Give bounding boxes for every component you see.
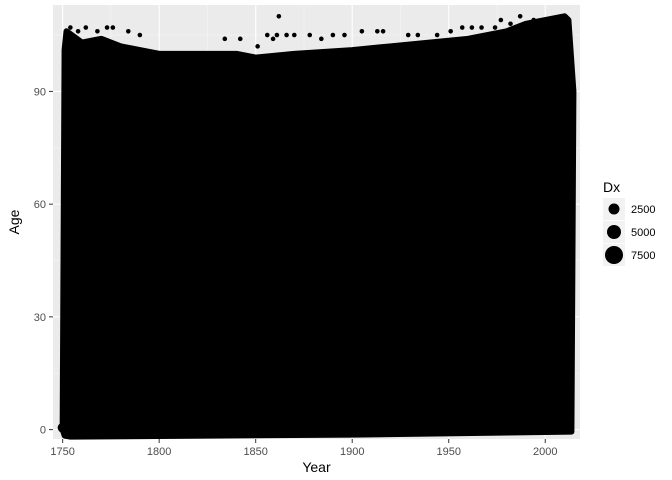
data-point: [330, 32, 336, 38]
data-point: [342, 32, 347, 38]
y-tick-label: 60: [34, 199, 46, 211]
data-point: [307, 32, 313, 38]
legend-label: 2500: [631, 204, 655, 216]
data-point: [104, 25, 110, 30]
data-marks: [57, 13, 577, 440]
y-tick-label: 90: [34, 86, 46, 98]
data-point: [380, 29, 386, 34]
data-point: [110, 25, 116, 30]
data-point: [292, 32, 297, 38]
data-point: [415, 32, 421, 38]
legend-title: Dx: [603, 179, 620, 195]
data-point: [137, 32, 143, 38]
y-tick-label: 0: [40, 425, 46, 437]
data-point: [492, 25, 498, 30]
data-point: [276, 13, 282, 19]
data-point: [375, 29, 380, 34]
x-tick-label: 1950: [436, 446, 460, 458]
legend-key-dot: [608, 203, 620, 215]
data-point: [75, 29, 81, 34]
data-point: [284, 32, 289, 38]
x-axis-ticks: 1750 1800 1850 1900 1950 2000: [50, 439, 557, 458]
data-point: [517, 13, 523, 19]
x-axis-title: Year: [302, 459, 331, 475]
x-tick-label: 1850: [243, 446, 267, 458]
data-point: [255, 44, 260, 49]
data-point: [508, 21, 513, 27]
data-point: [57, 422, 68, 433]
data-point: [274, 32, 280, 38]
data-point: [434, 32, 440, 38]
data-point: [125, 29, 131, 34]
legend-label: 7500: [631, 250, 655, 262]
data-point: [531, 17, 536, 23]
data-point: [498, 17, 504, 23]
data-point: [469, 25, 475, 30]
data-point: [459, 25, 465, 30]
data-point: [479, 25, 484, 30]
data-point: [448, 29, 453, 34]
legend-key-dot: [607, 225, 621, 239]
x-tick-label: 1750: [50, 446, 74, 458]
data-point: [95, 29, 100, 34]
data-point: [264, 32, 270, 38]
data-point: [359, 29, 365, 34]
data-point: [319, 36, 324, 42]
y-axis-title: Age: [6, 209, 22, 234]
legend-key-dot: [605, 246, 623, 264]
x-tick-label: 1900: [340, 446, 364, 458]
x-tick-label: 1800: [147, 446, 171, 458]
y-tick-label: 30: [34, 312, 46, 324]
data-point: [405, 32, 411, 38]
data-point: [83, 25, 89, 30]
data-point: [237, 36, 243, 42]
data-point: [222, 36, 228, 42]
overplotted-points-region: [59, 13, 577, 440]
size-legend: Dx 2500 5000 7500: [603, 179, 655, 266]
y-axis-ticks: 0 30 60 90: [34, 86, 53, 437]
data-point: [270, 36, 276, 42]
data-point: [68, 25, 73, 30]
legend-label: 5000: [631, 227, 655, 239]
x-tick-label: 2000: [533, 446, 557, 458]
